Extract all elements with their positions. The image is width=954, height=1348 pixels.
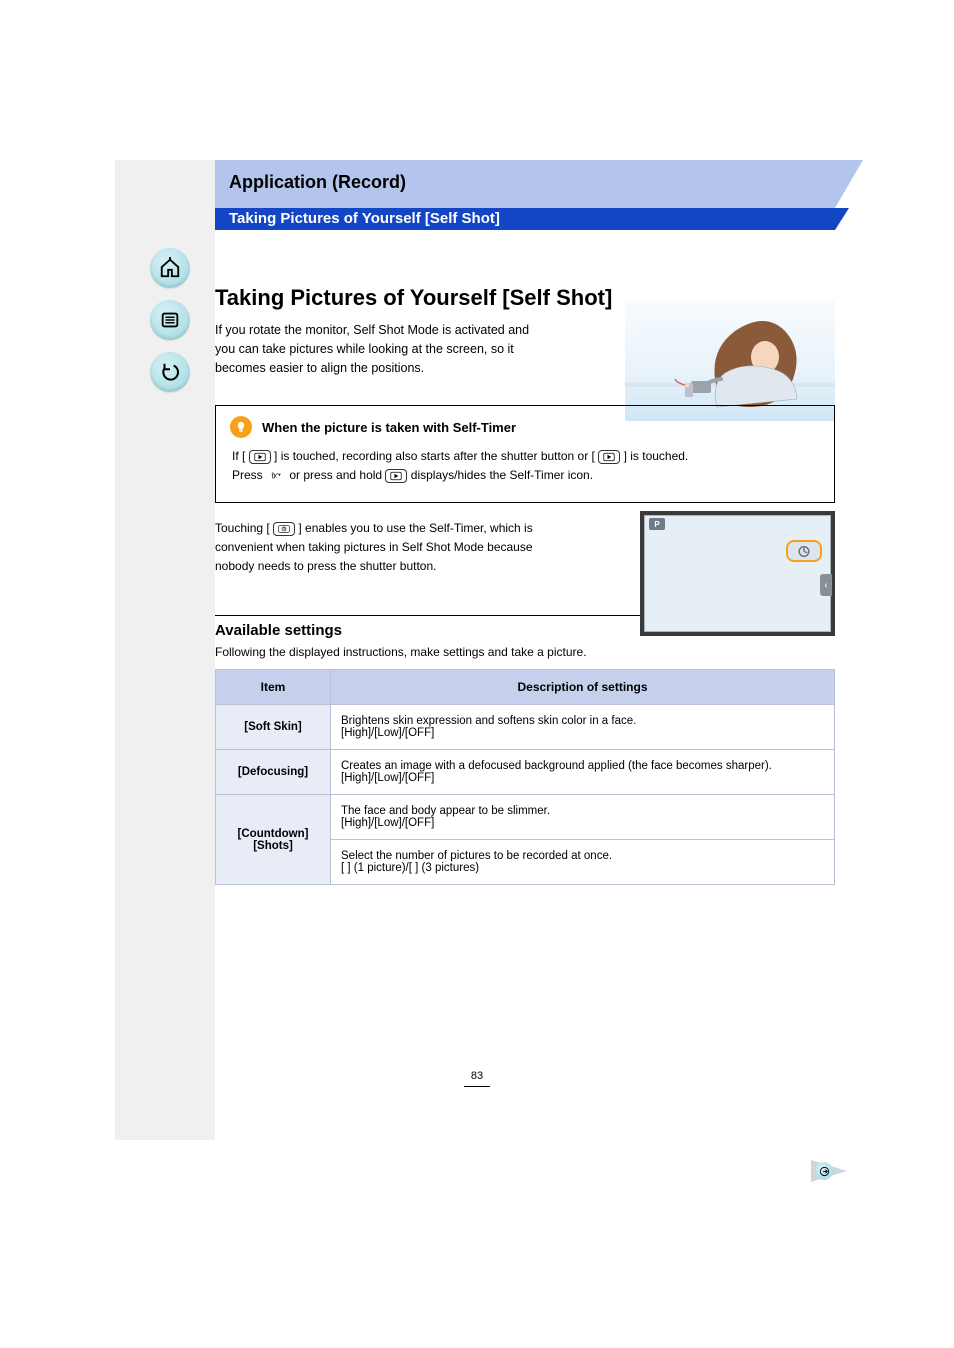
table-cell-item: [Countdown] [Shots] bbox=[216, 795, 331, 885]
lcd-screen: P ‹ bbox=[644, 515, 831, 632]
touching-block: Touching [ ] enables you to use the Self… bbox=[215, 519, 835, 575]
playback-icon bbox=[385, 469, 407, 483]
settings-table: Item Description of settings [Soft Skin]… bbox=[215, 669, 835, 885]
content-area: Application (Record) Taking Pictures of … bbox=[215, 160, 835, 885]
table-cell-desc: Creates an image with a defocused backgr… bbox=[331, 750, 835, 795]
page-number: 83 bbox=[471, 1070, 483, 1082]
tip-title: When the picture is taken with Self-Time… bbox=[262, 420, 818, 435]
page-number-underline bbox=[464, 1086, 490, 1087]
table-header-desc: Description of settings bbox=[331, 670, 835, 705]
table-cell-desc: Brightens skin expression and softens sk… bbox=[331, 705, 835, 750]
table-row: [Defocusing] Creates an image with a def… bbox=[216, 750, 835, 795]
next-icon bbox=[815, 1162, 833, 1180]
home-button[interactable] bbox=[150, 248, 190, 288]
table-cell-desc: Select the number of pictures to be reco… bbox=[331, 840, 835, 885]
banner-title: Taking Pictures of Yourself [Self Shot] bbox=[215, 210, 500, 227]
tip-line1-suffix: ] is touched. bbox=[624, 449, 689, 463]
settings-desc: Following the displayed instructions, ma… bbox=[215, 645, 835, 659]
back-button[interactable] bbox=[150, 352, 190, 392]
tip-line2-suffix: displays/hides the Self-Timer icon. bbox=[411, 468, 593, 482]
playback-icon bbox=[598, 450, 620, 464]
menu-icon bbox=[159, 309, 181, 331]
tip-line2-mid: or press and hold bbox=[289, 468, 385, 482]
tip-line1-mid: ] is touched, recording also starts afte… bbox=[274, 449, 595, 463]
tip-icon bbox=[230, 416, 252, 438]
table-row: [Countdown] [Shots] The face and body ap… bbox=[216, 795, 835, 840]
table-row: [Soft Skin] Brightens skin expression an… bbox=[216, 705, 835, 750]
tip-body: If [ ] is touched, recording also starts… bbox=[232, 447, 818, 484]
banner-category: Application (Record) bbox=[229, 172, 406, 193]
intro-block: If you rotate the monitor, Self Shot Mod… bbox=[215, 321, 835, 377]
lcd-preview: P ‹ bbox=[640, 511, 835, 636]
back-icon bbox=[159, 361, 181, 383]
table-header-item: Item bbox=[216, 670, 331, 705]
menu-button[interactable] bbox=[150, 300, 190, 340]
tip-box: When the picture is taken with Self-Time… bbox=[215, 405, 835, 503]
lcd-side-tab[interactable]: ‹ bbox=[820, 574, 832, 596]
nav-icons bbox=[150, 248, 190, 392]
home-icon bbox=[159, 257, 181, 279]
touching-text: Touching [ ] enables you to use the Self… bbox=[215, 519, 545, 575]
table-cell-item: [Soft Skin] bbox=[216, 705, 331, 750]
lcd-mode-badge: P bbox=[649, 518, 665, 530]
playback-icon bbox=[249, 450, 271, 464]
table-cell-desc: The face and body appear to be slimmer. … bbox=[331, 795, 835, 840]
next-page-arrow[interactable] bbox=[811, 1160, 855, 1182]
timer-softkey-icon bbox=[273, 522, 295, 536]
tip-line2-prefix: Press bbox=[232, 468, 266, 482]
intro-text: If you rotate the monitor, Self Shot Mod… bbox=[215, 321, 545, 377]
lcd-timer-softkey[interactable] bbox=[786, 540, 822, 562]
tip-line1-prefix: If [ bbox=[232, 449, 245, 463]
table-cell-item: [Defocusing] bbox=[216, 750, 331, 795]
trash-return-icon bbox=[266, 469, 286, 483]
self-shot-illustration bbox=[625, 301, 835, 421]
banner: Application (Record) Taking Pictures of … bbox=[215, 160, 835, 235]
